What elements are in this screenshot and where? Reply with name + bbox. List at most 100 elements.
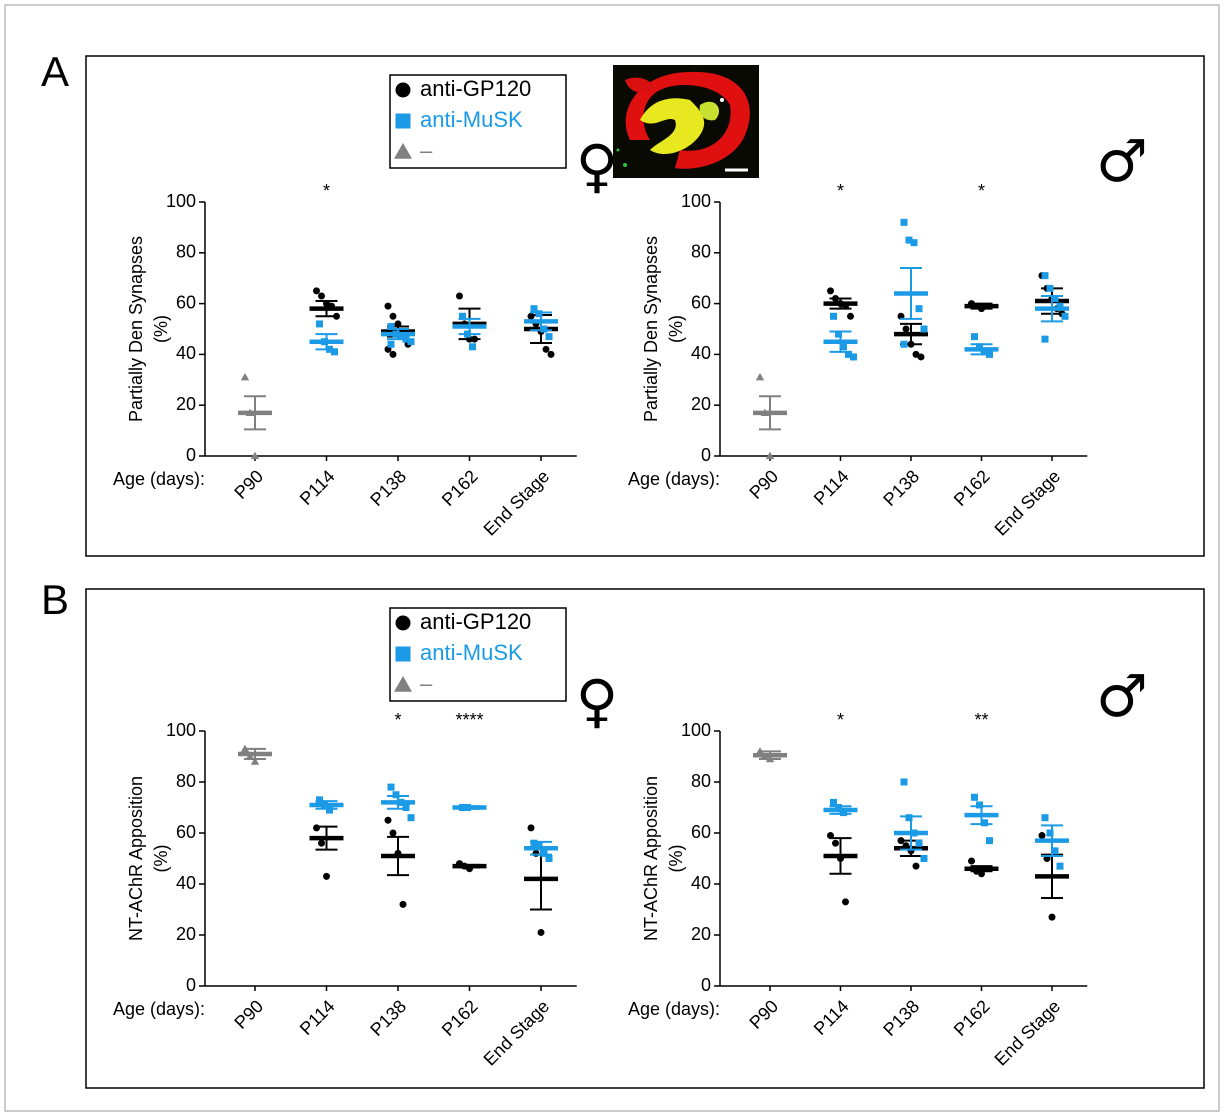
x-axis-label: Age (days): <box>113 999 205 1019</box>
x-tick-label: P162 <box>950 466 994 510</box>
y-tick-label: 0 <box>701 975 711 995</box>
data-point <box>318 840 325 847</box>
legend-marker <box>396 83 411 98</box>
x-tick-label: End Stage <box>991 466 1065 540</box>
data-point <box>756 373 764 380</box>
panel-label: A <box>41 48 69 95</box>
data-point <box>913 863 920 870</box>
data-point <box>456 292 463 299</box>
x-tick-label: P138 <box>879 996 923 1040</box>
data-point <box>546 333 553 340</box>
data-point <box>388 784 395 791</box>
data-point <box>827 287 834 294</box>
data-point <box>971 794 978 801</box>
data-point <box>385 817 392 824</box>
x-tick-label: P138 <box>366 996 410 1040</box>
significance: * <box>837 710 844 730</box>
data-point <box>830 313 837 320</box>
data-point <box>1039 832 1046 839</box>
data-point <box>546 855 553 862</box>
inset-image <box>613 65 759 178</box>
sex-symbol: ♀ <box>576 132 618 200</box>
y-tick-label: 100 <box>681 191 711 211</box>
data-point <box>1057 863 1064 870</box>
y-tick-label: 40 <box>176 873 196 893</box>
data-point <box>850 353 857 360</box>
legend-label: – <box>420 138 433 163</box>
legend-label: anti-MuSK <box>420 107 523 132</box>
data-point <box>390 830 397 837</box>
y-tick-label: 60 <box>691 822 711 842</box>
y-tick-label: 100 <box>681 720 711 740</box>
data-point <box>971 333 978 340</box>
data-point <box>832 840 839 847</box>
data-point <box>901 341 908 348</box>
y-tick-label: 80 <box>691 771 711 791</box>
data-point <box>313 287 320 294</box>
legend-label: anti-GP120 <box>420 76 531 101</box>
x-tick-label: P138 <box>879 466 923 510</box>
data-point <box>918 353 925 360</box>
y-tick-label: 80 <box>176 771 196 791</box>
x-tick-label: P90 <box>745 466 782 503</box>
data-point <box>986 837 993 844</box>
data-point <box>916 305 923 312</box>
x-tick-label: P90 <box>230 466 267 503</box>
data-point <box>847 313 854 320</box>
data-point <box>528 313 535 320</box>
y-tick-label: 60 <box>176 822 196 842</box>
x-tick-label: P114 <box>296 996 339 1039</box>
significance: **** <box>455 710 483 730</box>
y-axis-label: (%) <box>666 845 686 873</box>
data-point <box>1042 814 1049 821</box>
data-point <box>842 898 849 905</box>
legend-label: anti-MuSK <box>420 640 523 665</box>
data-point <box>901 779 908 786</box>
y-tick-label: 20 <box>691 924 711 944</box>
y-tick-label: 20 <box>176 394 196 414</box>
x-tick-label: End Stage <box>480 996 554 1070</box>
sex-symbol: ♂ <box>1096 662 1148 730</box>
data-point <box>911 239 918 246</box>
y-axis-label: (%) <box>151 315 171 343</box>
x-tick-label: End Stage <box>480 466 554 540</box>
x-axis-label: Age (days): <box>628 469 720 489</box>
y-axis-label: Partially Den Synapses <box>126 236 146 422</box>
y-tick-label: 40 <box>176 343 196 363</box>
data-point <box>408 814 415 821</box>
y-tick-label: 100 <box>166 191 196 211</box>
x-tick-label: P114 <box>296 466 339 509</box>
x-axis-label: Age (days): <box>628 999 720 1019</box>
y-axis-label: NT-AChR Apposition <box>126 776 146 941</box>
data-point <box>1062 313 1069 320</box>
sex-symbol: ♂ <box>1096 127 1148 195</box>
data-point <box>1042 336 1049 343</box>
y-tick-label: 0 <box>701 445 711 465</box>
y-tick-label: 60 <box>691 292 711 312</box>
data-point <box>533 850 540 857</box>
data-point <box>241 373 249 380</box>
data-point <box>385 303 392 310</box>
data-point <box>1047 285 1054 292</box>
significance: * <box>394 710 401 730</box>
data-point <box>313 824 320 831</box>
data-point <box>388 341 395 348</box>
data-point <box>469 343 476 350</box>
data-point <box>1049 914 1056 921</box>
data-point <box>916 840 923 847</box>
data-point <box>400 901 407 908</box>
data-point <box>968 858 975 865</box>
legend-label: anti-GP120 <box>420 609 531 634</box>
x-tick-label: P114 <box>810 466 853 509</box>
y-tick-label: 0 <box>186 975 196 995</box>
significance: ** <box>974 710 988 730</box>
x-tick-label: P162 <box>438 996 482 1040</box>
data-point <box>528 824 535 831</box>
y-axis-label: (%) <box>151 845 171 873</box>
data-point <box>390 351 397 358</box>
y-tick-label: 100 <box>166 720 196 740</box>
legend-label: – <box>420 671 433 696</box>
legend-marker <box>396 647 411 662</box>
data-point <box>318 292 325 299</box>
data-point <box>903 326 910 333</box>
